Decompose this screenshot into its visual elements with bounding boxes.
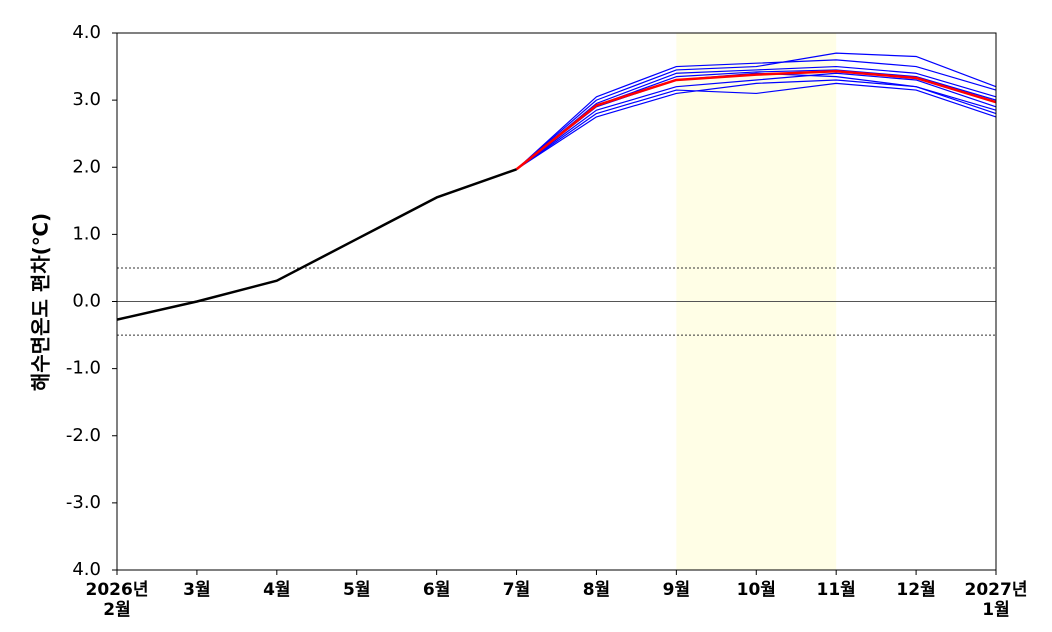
y-tick-label: 3.0 <box>72 89 101 110</box>
x-tick-label: 7월 <box>502 580 531 600</box>
x-tick-label: 5월 <box>342 580 371 600</box>
series-line <box>116 168 517 321</box>
y-tick-label: -2.0 <box>66 425 101 446</box>
series-line <box>516 82 997 170</box>
y-tick-label: 4.0 <box>72 22 101 43</box>
x-tick-label: 6월 <box>422 580 451 600</box>
series-line <box>516 65 997 170</box>
y-tick-label: 2.0 <box>72 156 101 177</box>
series-line <box>516 72 997 170</box>
x-tick-label: 4월 <box>263 580 291 600</box>
plot-frame <box>116 32 997 571</box>
y-tick-label: 1.0 <box>72 223 101 244</box>
series-line <box>515 70 997 171</box>
x-tick-label: 8월 <box>582 580 611 600</box>
series-line <box>516 52 997 170</box>
series-line <box>516 59 997 170</box>
y-tick-label: -3.0 <box>66 492 101 513</box>
y-tick-label: -1.0 <box>66 358 101 379</box>
x-tick-label: 10월 <box>736 580 776 600</box>
y-tick-label: 4.0 <box>72 559 101 580</box>
x-tick-label: 9월 <box>662 580 691 600</box>
y-tick-label: 0.0 <box>72 291 101 312</box>
y-axis-label: 해수면온도 편차(℃) <box>29 213 53 391</box>
x-tick-label: 2027년 1월 <box>964 580 1028 620</box>
x-tick-label: 2026년 2월 <box>85 580 149 620</box>
x-tick-label: 12월 <box>896 580 936 600</box>
x-tick-label: 11월 <box>816 580 856 600</box>
x-tick-label: 3월 <box>183 580 211 600</box>
